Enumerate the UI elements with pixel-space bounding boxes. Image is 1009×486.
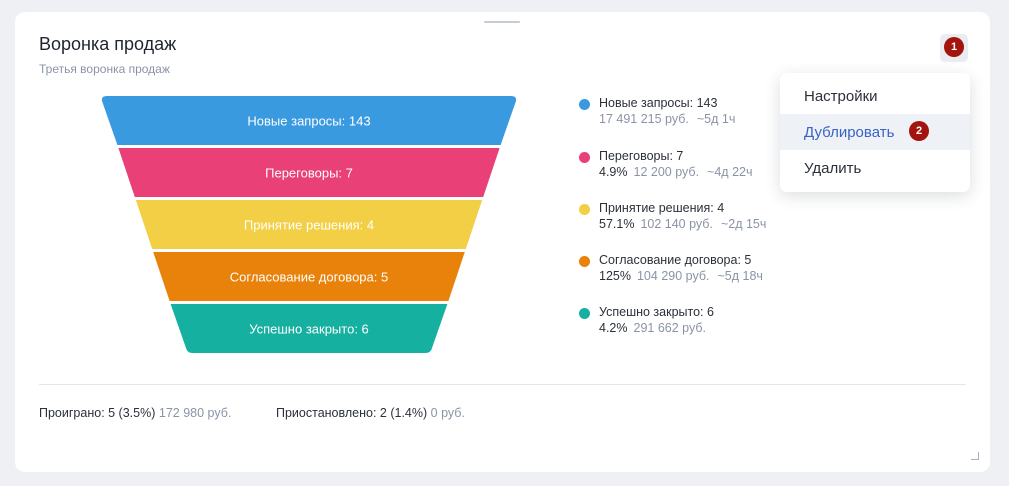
- legend-label: Согласование договора: 5: [599, 253, 752, 267]
- legend-dot: [579, 152, 590, 163]
- legend-duration: ~2д 15ч: [720, 217, 767, 231]
- step-badge-2: 2: [909, 121, 929, 141]
- funnel-stage-new-requests-label: Новые запросы: 143: [247, 114, 370, 129]
- menu-item-duplicate[interactable]: Дублировать: [780, 114, 970, 150]
- funnel-stage-contract-label: Согласование договора: 5: [230, 270, 388, 285]
- legend-dot: [579, 204, 590, 215]
- drag-handle[interactable]: [484, 21, 520, 23]
- legend-percent: 125%: [599, 269, 631, 283]
- menu-item-settings[interactable]: Настройки: [804, 87, 878, 105]
- menu-item-delete[interactable]: Удалить: [804, 159, 862, 177]
- legend-duration: ~4д 22ч: [707, 165, 753, 179]
- legend-label: Новые запросы: 143: [599, 96, 718, 110]
- widget-dropdown-menu: Настройки Дублировать Удалить: [780, 73, 970, 192]
- funnel-stage-contract[interactable]: [153, 252, 465, 301]
- legend-amount: 104 290 руб.: [636, 269, 710, 283]
- lost-label: Проиграно: 5 (3.5%): [39, 406, 156, 420]
- legend-dot: [579, 256, 590, 267]
- funnel-stage-negotiations[interactable]: [118, 148, 500, 197]
- lost-amount: 172 980 руб.: [158, 406, 232, 420]
- legend-duration: ~5д 1ч: [696, 112, 736, 126]
- legend-percent: 4.9%: [599, 165, 628, 179]
- legend-label: Переговоры: 7: [599, 149, 684, 163]
- funnel-stage-new-requests[interactable]: [101, 96, 517, 145]
- legend-amount: 12 200 руб.: [633, 165, 700, 179]
- footer-paused: Приостановлено: 2 (1.4%) 0 руб.: [276, 406, 465, 420]
- legend-percent: 57.1%: [599, 217, 635, 231]
- divider: [39, 384, 966, 385]
- funnel-stage-negotiations-label: Переговоры: 7: [265, 166, 353, 181]
- legend-amount: 291 662 руб.: [633, 321, 707, 335]
- step-badge-1: 1: [944, 37, 964, 57]
- widget-title: Воронка продаж: [39, 34, 177, 54]
- widget-subtitle: Третья воронка продаж: [39, 62, 170, 76]
- paused-amount: 0 руб.: [430, 406, 465, 420]
- legend-label: Принятие решения: 4: [599, 201, 725, 215]
- legend-amount: 102 140 руб.: [640, 217, 713, 231]
- legend-percent: 4.2%: [599, 321, 628, 335]
- legend-dot: [579, 99, 590, 110]
- legend-amount: 17 491 215 руб.: [599, 112, 689, 126]
- legend-duration: ~5д 18ч: [717, 269, 763, 283]
- funnel-stage-decision-label: Принятие решения: 4: [244, 218, 374, 233]
- footer-lost: Проиграно: 5 (3.5%) 172 980 руб.: [39, 406, 231, 420]
- paused-label: Приостановлено: 2 (1.4%): [276, 406, 428, 420]
- funnel-stage-closed[interactable]: [170, 304, 448, 353]
- legend-label: Успешно закрыто: 6: [599, 305, 714, 319]
- resize-handle-icon[interactable]: [971, 452, 979, 460]
- funnel-stage-closed-label: Успешно закрыто: 6: [249, 322, 369, 337]
- legend-dot: [579, 308, 590, 319]
- funnel-stage-decision[interactable]: [135, 200, 483, 249]
